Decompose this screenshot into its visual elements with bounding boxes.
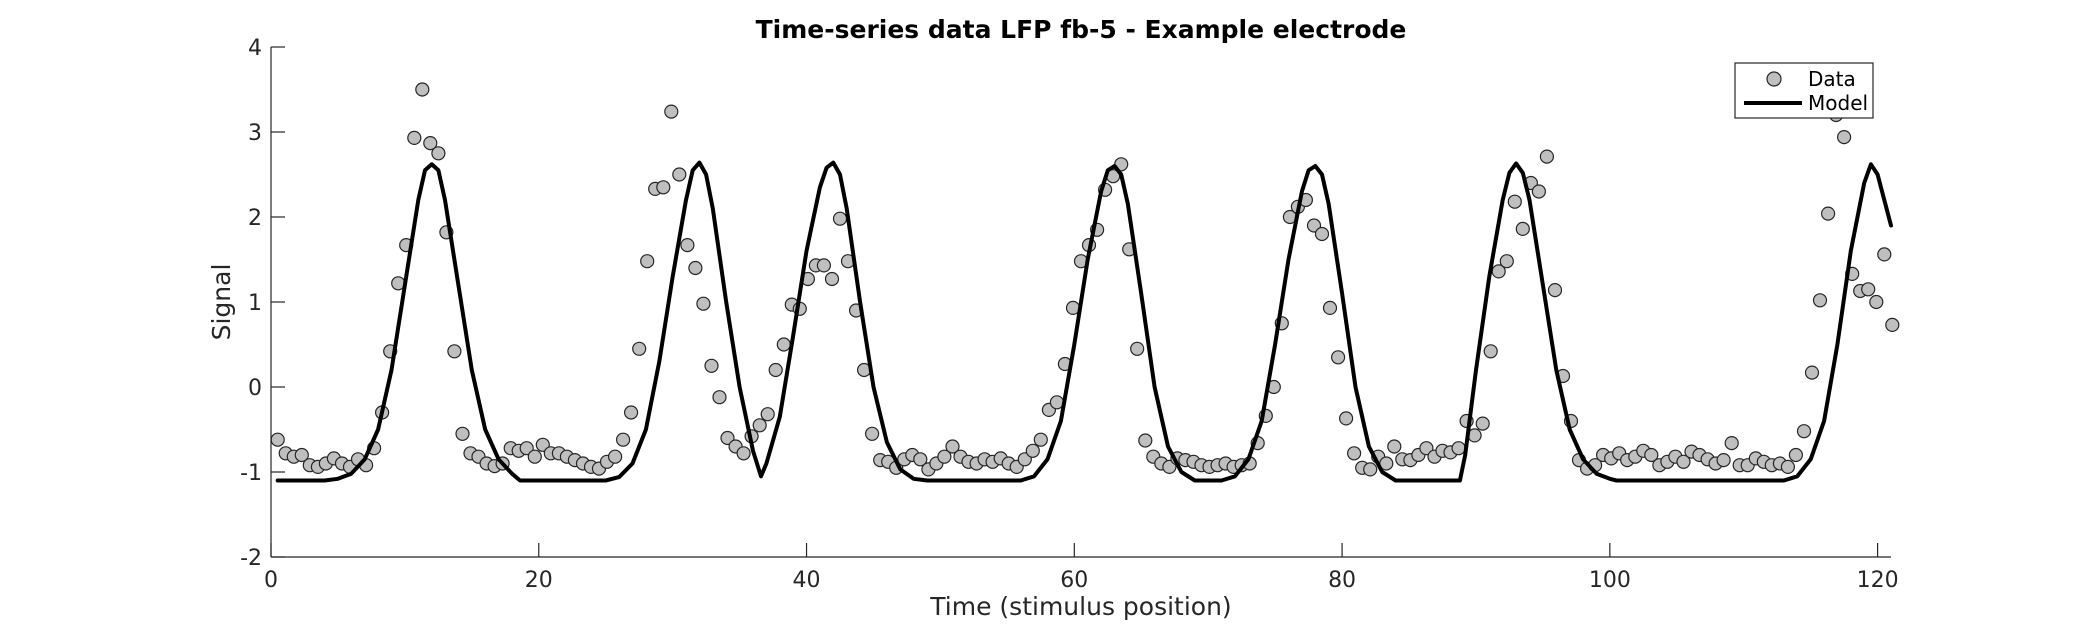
axes: 0 20 40 60 80 100 120 -2 -1 0 1 2 3 4 [240, 36, 1899, 593]
y-tick-label: 2 [248, 206, 262, 231]
legend: Data Model [1734, 62, 1874, 119]
data-point [455, 426, 470, 441]
y-tick-label: 0 [248, 376, 262, 401]
data-point [1419, 441, 1434, 456]
data-point [1363, 462, 1378, 477]
data-point [607, 449, 623, 464]
data-point [1547, 283, 1563, 298]
x-tick-label: 0 [264, 568, 278, 593]
y-tick-label: 4 [248, 36, 262, 61]
data-point [720, 430, 735, 446]
data-point [1346, 446, 1362, 461]
data-point [1507, 194, 1522, 209]
data-point [1836, 130, 1852, 145]
model-line [275, 160, 1893, 483]
data-point [1025, 443, 1040, 458]
plot-area [270, 82, 1900, 483]
data-point [712, 390, 727, 405]
data-point [407, 130, 422, 145]
x-tick-label: 100 [1589, 568, 1631, 593]
data-point [1475, 416, 1490, 431]
data-point [824, 271, 840, 287]
data-point [760, 407, 775, 422]
data-point [1330, 350, 1346, 365]
y-tick-label: 1 [248, 291, 262, 316]
data-point [1788, 447, 1804, 463]
data-point [1138, 433, 1153, 448]
data-point [1515, 221, 1530, 236]
data-point [423, 136, 438, 151]
x-tick-label: 20 [525, 568, 553, 593]
y-tick-label: 3 [248, 121, 262, 146]
data-point [270, 432, 285, 447]
data-point [736, 446, 751, 461]
data-point [776, 337, 791, 352]
data-point [1451, 441, 1466, 456]
y-axis-title: Signal [207, 264, 236, 341]
data-point [1877, 247, 1892, 262]
data-point [696, 296, 711, 311]
data-point [1314, 226, 1330, 242]
data-point [1483, 344, 1498, 359]
data-point [832, 211, 848, 226]
data-point [937, 449, 952, 464]
data-point [519, 441, 534, 456]
x-tick-label: 60 [1060, 568, 1088, 593]
data-point [1499, 254, 1514, 269]
data-point [704, 358, 719, 373]
data-point [664, 104, 679, 119]
legend-data-label: Data [1808, 67, 1856, 91]
data-point [640, 254, 655, 269]
y-tick-label: -1 [240, 461, 262, 486]
x-tick-label: 40 [793, 568, 821, 593]
data-point [1338, 411, 1354, 426]
data-point [672, 167, 687, 182]
legend-data-marker [1766, 71, 1782, 87]
data-point [1716, 453, 1731, 468]
data-point [1804, 365, 1820, 380]
data-point [1780, 459, 1796, 474]
chart-title: Time-series data LFP fb-5 - Example elec… [756, 15, 1407, 44]
data-point [1861, 282, 1876, 297]
data-point [623, 405, 639, 420]
data-point [656, 180, 671, 195]
data-point [415, 82, 430, 97]
data-point [680, 238, 695, 253]
legend-model-label: Model [1808, 91, 1868, 115]
data-point [632, 341, 647, 356]
y-tick-label: -2 [240, 546, 262, 571]
x-axis-title: Time (stimulus position) [929, 592, 1231, 621]
data-point [1531, 184, 1547, 199]
x-tick-label: 120 [1857, 568, 1899, 593]
data-point [864, 426, 880, 441]
data-point [768, 362, 783, 378]
data-point [752, 418, 767, 433]
data-point [688, 260, 703, 276]
data-point [1812, 293, 1828, 308]
data-point [1539, 149, 1555, 164]
data-point [1869, 294, 1884, 310]
data-point [1885, 317, 1900, 332]
data-point [1322, 300, 1338, 315]
data-point [1724, 436, 1739, 451]
data-point [447, 344, 462, 359]
data-point [431, 146, 446, 161]
data-point [527, 449, 542, 464]
data-point [1130, 341, 1145, 356]
legend-box [1734, 62, 1874, 119]
data-point [294, 447, 309, 463]
data-point [913, 452, 928, 467]
data-point [1820, 206, 1836, 221]
data-point [1387, 439, 1402, 454]
data-point [1644, 447, 1659, 463]
x-tick-label: 80 [1328, 568, 1356, 593]
data-point [1033, 432, 1048, 447]
data-point [1796, 424, 1812, 439]
data-point [1676, 454, 1691, 469]
data-point [816, 258, 832, 273]
data-point [615, 432, 631, 447]
data-point [945, 439, 960, 454]
